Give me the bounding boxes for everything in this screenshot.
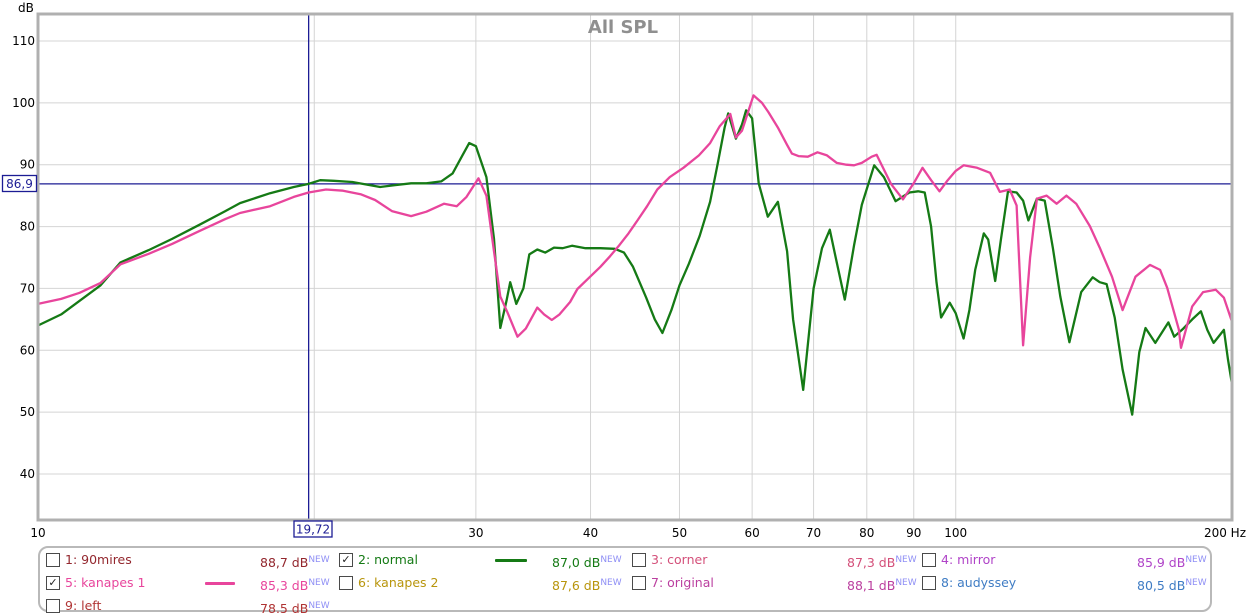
new-badge: NEW — [895, 555, 917, 565]
y-axis-unit-label: dB — [18, 1, 34, 15]
checkbox-checked[interactable]: ✓ — [339, 553, 353, 567]
x-tick-label: 100 — [944, 526, 967, 540]
checkbox-unchecked[interactable] — [632, 576, 646, 590]
curve-2-normal — [36, 109, 1234, 416]
checkbox-unchecked[interactable] — [339, 576, 353, 590]
checkbox-checked[interactable]: ✓ — [46, 576, 60, 590]
cursor-db-value: 86,9 — [6, 177, 33, 191]
x-tick-label: 40 — [583, 526, 598, 540]
legend-line-swatch — [205, 582, 235, 585]
plot-border — [36, 12, 1234, 522]
legend-entry: 6: kanapes 2 87,6 dBNEW — [339, 575, 642, 594]
legend-label: 5: kanapes 1 — [65, 575, 146, 590]
checkbox-unchecked[interactable] — [46, 599, 60, 613]
new-badge: NEW — [1185, 555, 1207, 565]
y-tick-label: 90 — [20, 158, 35, 172]
checkbox-unchecked[interactable] — [46, 553, 60, 567]
cursor-freq-readout: 19,72 — [293, 520, 333, 538]
legend-value: 88,1 dBNEW — [847, 578, 917, 594]
plot-area[interactable] — [38, 14, 1232, 520]
new-badge: NEW — [1185, 578, 1207, 588]
y-tick-label: 100 — [12, 96, 35, 110]
legend-value: 87,0 dBNEW — [552, 555, 622, 571]
new-badge: NEW — [308, 578, 330, 588]
new-badge: NEW — [308, 555, 330, 565]
new-badge: NEW — [895, 578, 917, 588]
legend-panel: 1: 90mires 88,7 dBNEW ✓ 2: normal 87,0 dBNEW… — [38, 546, 1212, 613]
axis-tick-labels: 110 100 90 80 70 60 50 40 10 30 40 50 60 70 80 90 100 200… — [12, 34, 1246, 540]
cursor-db-readout: 86,9 — [1, 174, 38, 193]
legend-label: 3: corner — [651, 552, 708, 567]
x-tick-label: 60 — [744, 526, 759, 540]
legend-value: 87,6 dBNEW — [552, 578, 622, 594]
legend-line-swatch — [495, 559, 527, 562]
legend-entry: 7: original 88,1 dBNEW — [632, 575, 937, 594]
curve-5-kanapes-1 — [36, 94, 1234, 349]
legend-entry: 3: corner 87,3 dBNEW — [632, 552, 937, 571]
legend-value: 85,3 dBNEW — [260, 578, 330, 594]
y-tick-label: 60 — [20, 343, 35, 357]
legend-value: 85,9 dBNEW — [1137, 555, 1207, 571]
legend-value: 87,3 dBNEW — [847, 555, 917, 571]
legend-value: 80,5 dBNEW — [1137, 578, 1207, 594]
legend-label: 9: left — [65, 598, 102, 613]
legend-entry: 8: audyssey 80,5 dBNEW — [922, 575, 1227, 594]
chart-title: All SPL — [588, 17, 658, 38]
checkbox-unchecked[interactable] — [922, 553, 936, 567]
x-tick-label: 10 — [30, 526, 45, 540]
y-tick-label: 50 — [20, 405, 35, 419]
x-tick-label: 70 — [806, 526, 821, 540]
legend-entry: ✓ 5: kanapes 1 85,3 dBNEW — [46, 575, 350, 594]
cursor-freq-value: 19,72 — [296, 523, 330, 537]
x-tick-label: 90 — [906, 526, 921, 540]
new-badge: NEW — [600, 578, 622, 588]
legend-entry: 4: mirror 85,9 dBNEW — [922, 552, 1227, 571]
legend-entry: ✓ 2: normal 87,0 dBNEW — [339, 552, 642, 571]
x-tick-label: 80 — [859, 526, 874, 540]
legend-label: 4: mirror — [941, 552, 996, 567]
cursor-crosshair — [38, 14, 1232, 521]
legend-label: 2: normal — [358, 552, 418, 567]
cursor-freq-box — [293, 520, 333, 538]
spl-curves — [36, 94, 1234, 416]
y-tick-label: 70 — [20, 281, 35, 295]
legend-label: 8: audyssey — [941, 575, 1017, 590]
new-badge: NEW — [308, 601, 330, 611]
x-tick-label: 200 Hz — [1204, 526, 1246, 540]
checkbox-unchecked[interactable] — [922, 576, 936, 590]
y-tick-label: 80 — [20, 220, 35, 234]
x-tick-label: 30 — [468, 526, 483, 540]
cursor-db-box — [1, 174, 38, 193]
legend-label: 6: kanapes 2 — [358, 575, 439, 590]
legend-value: 88,7 dBNEW — [260, 555, 330, 571]
legend-label: 1: 90mires — [65, 552, 132, 567]
new-badge: NEW — [600, 555, 622, 565]
legend-value: 78,5 dBNEW — [260, 601, 330, 613]
legend-entry: 1: 90mires 88,7 dBNEW — [46, 552, 350, 571]
legend-label: 7: original — [651, 575, 714, 590]
y-tick-label: 110 — [12, 34, 35, 48]
checkbox-unchecked[interactable] — [632, 553, 646, 567]
x-tick-label: 50 — [672, 526, 687, 540]
legend-entry: 9: left 78,5 dBNEW — [46, 598, 350, 613]
y-tick-label: 40 — [20, 467, 35, 481]
spl-chart: 110 100 90 80 70 60 50 40 10 30 40 50 60 70 80 90 100 200… — [1, 1, 1246, 540]
